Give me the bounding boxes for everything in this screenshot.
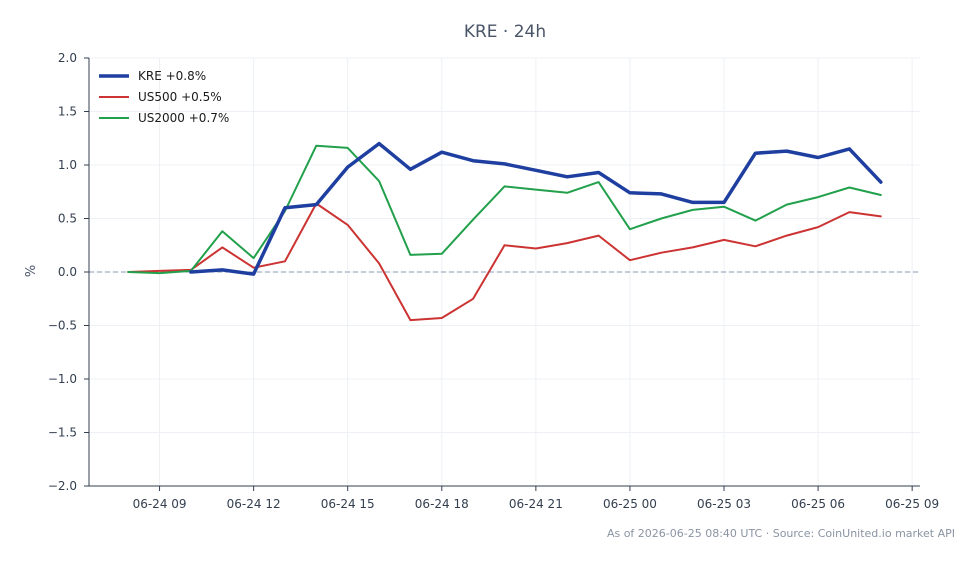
x-tick-label: 06-25 09 xyxy=(885,497,939,511)
y-tick-label: 1.5 xyxy=(58,105,77,119)
y-tick-label: −1.5 xyxy=(48,426,77,440)
series-line-kre xyxy=(189,141,883,276)
x-tick-label: 06-24 15 xyxy=(321,497,375,511)
y-tick-label: 1.0 xyxy=(58,158,77,172)
legend: KRE +0.8% US500 +0.5% US2000 +0.7% xyxy=(99,69,229,125)
y-tick-label: 2.0 xyxy=(58,51,77,65)
y-axis-label: % xyxy=(24,265,39,277)
x-tick-label: 06-24 09 xyxy=(133,497,187,511)
legend-label: KRE +0.8% xyxy=(138,69,206,83)
x-tick-label: 06-25 06 xyxy=(791,497,845,511)
y-tick-label: 0.5 xyxy=(58,212,77,226)
legend-label: US500 +0.5% xyxy=(138,90,222,104)
series-line-us2000 xyxy=(127,144,882,275)
x-tick-label: 06-24 12 xyxy=(227,497,281,511)
x-tick-label: 06-24 21 xyxy=(509,497,563,511)
y-tick-label: −2.0 xyxy=(48,479,77,493)
axes: 2.0 1.5 1.0 0.5 0.0 −0.5 −1.0 −1.5 −2.0 06-24 09 0… xyxy=(48,51,939,511)
y-tick-label: −0.5 xyxy=(48,319,77,333)
chart-title: KRE · 24h xyxy=(464,22,546,42)
x-tick-label: 06-25 00 xyxy=(603,497,657,511)
y-tick-label: 0.0 xyxy=(58,265,77,279)
x-tick-label: 06-25 03 xyxy=(697,497,751,511)
y-tick-label: −1.0 xyxy=(48,372,77,386)
series-line-us500 xyxy=(127,202,882,322)
source-footer: As of 2026-06-25 08:40 UTC · Source: Coi… xyxy=(607,527,955,540)
series-layer xyxy=(127,141,883,322)
legend-label: US2000 +0.7% xyxy=(138,111,229,125)
x-tick-label: 06-24 18 xyxy=(415,497,469,511)
